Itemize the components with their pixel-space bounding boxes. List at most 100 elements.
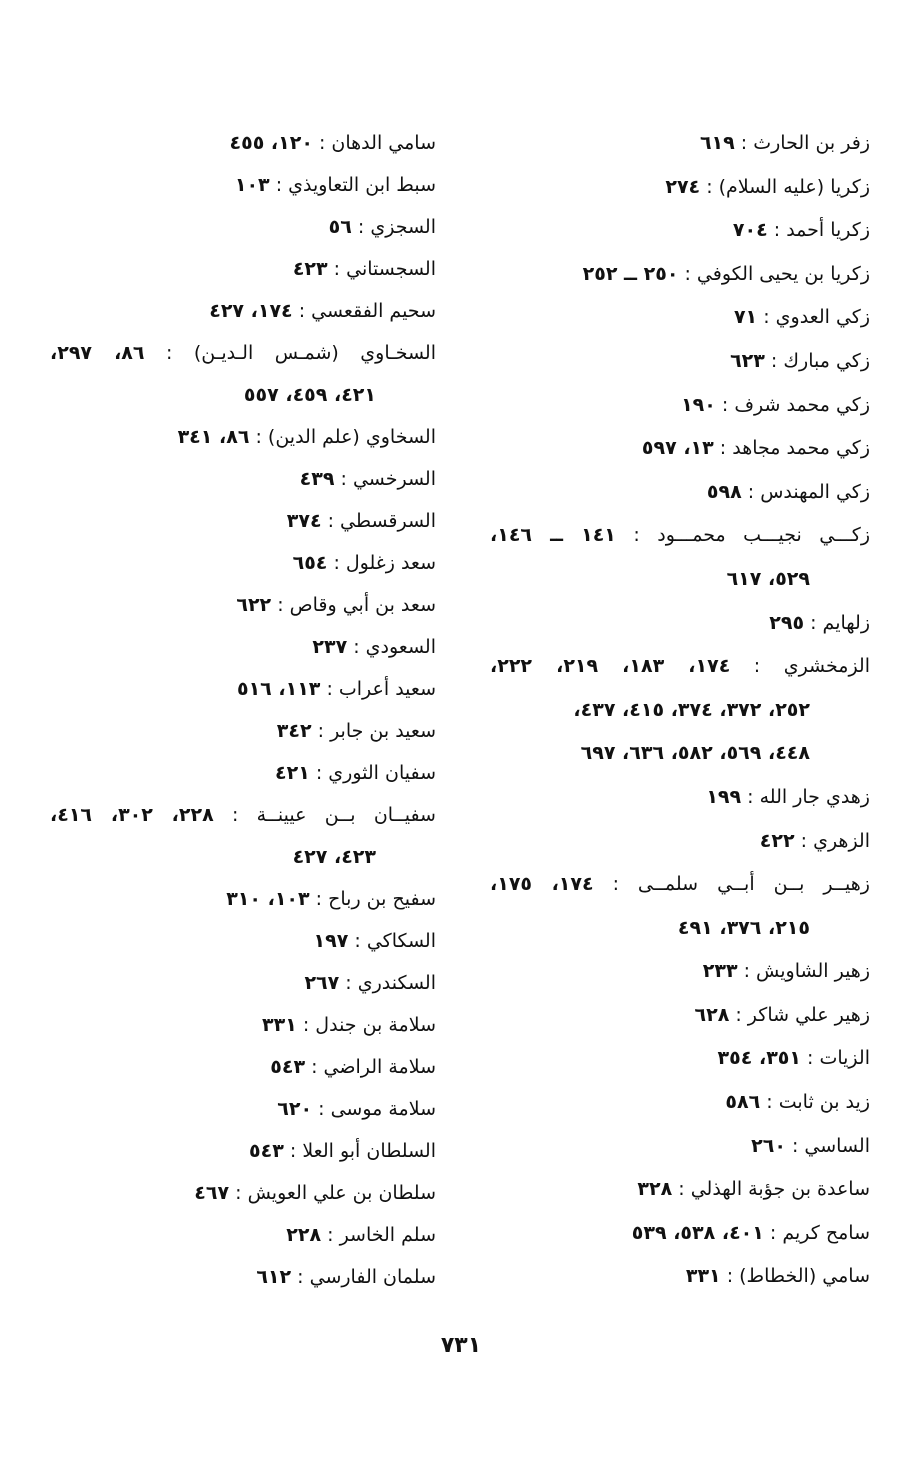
entry-name: زهير الشاويش : <box>743 960 870 983</box>
entry-name: زهيــر بــن أبــي سلمــى : <box>612 873 870 896</box>
index-entry: سلطان بن علي العويش : ٤٦٧ <box>50 1172 436 1214</box>
index-entry: سلامة بن جندل : ٣٣١ <box>50 1004 436 1046</box>
index-entry: الساسي : ٢٦٠ <box>490 1125 870 1169</box>
entry-name: الزيات : <box>807 1047 870 1070</box>
entry-pages: ٦٢٢ <box>236 594 272 616</box>
entry-pages: ٥٨٦ <box>725 1091 761 1114</box>
entry-pages: ٥٤٣ <box>270 1056 306 1078</box>
entry-name: زلهايم : <box>810 611 870 634</box>
entry-name: سفيح بن رباح : <box>315 888 436 910</box>
index-entry-continuation: ٤٤٨، ٥٦٩، ٥٨٢، ٦٣٦، ٦٩٧ <box>490 732 870 776</box>
entry-pages: ٢٦٧ <box>304 972 340 994</box>
index-entry-continuation: ٢٥٢، ٣٧٢، ٣٧٤، ٤١٥، ٤٣٧، <box>490 689 870 733</box>
entry-pages: ٥٢٩، ٦١٧ <box>726 567 810 590</box>
entry-name: زكريا أحمد : <box>773 219 870 242</box>
index-entry: زكي المهندس : ٥٩٨ <box>490 471 870 515</box>
entry-name: سامي الدهان : <box>318 132 436 154</box>
index-entry: سامي الدهان : ١٢٠، ٤٥٥ <box>50 122 437 164</box>
index-entry: زكريا (عليه السلام) : ٢٧٤ <box>490 166 870 210</box>
index-entry: زكي محمد شرف : ١٩٠ <box>490 384 870 428</box>
index-entry: ساعدة بن جؤبة الهذلي : ٣٢٨ <box>490 1168 870 1212</box>
index-entry: الزمخشري : ١٧٤، ١٨٣، ٢١٩، ٢٢٢، <box>490 645 870 689</box>
entry-name: زهدي جار الله : <box>747 785 870 808</box>
entry-pages: ٤٠١، ٥٣٨، ٥٣٩ <box>631 1221 764 1244</box>
entry-name: سفيان الثوري : <box>315 762 436 784</box>
entry-pages: ٦٥٤ <box>292 552 328 574</box>
entry-name: سامح كريم : <box>769 1221 870 1244</box>
entry-pages: ٤٦٧ <box>194 1182 230 1204</box>
index-entry: السخـاوي (شمـس الـديـن) : ٨٦، ٢٩٧، <box>50 332 436 374</box>
index-entry: زكـــي نجيـــب محمـــود : ١٤١ ــ ١٤٦، <box>490 514 870 558</box>
entry-name: سفيــان بــن عيينــة : <box>231 804 436 826</box>
entry-name: زكي مبارك : <box>770 349 870 372</box>
entry-name: زكي العدوي : <box>763 306 870 329</box>
entry-pages: ١١٣، ٥١٦ <box>236 678 321 700</box>
entry-name: السعودي : <box>353 636 436 658</box>
index-entry: زكي محمد مجاهد : ١٣، ٥٩٧ <box>490 427 870 471</box>
index-entry: زهير علي شاكر : ٦٢٨ <box>490 994 870 1038</box>
index-entry: زيد بن ثابت : ٥٨٦ <box>490 1081 870 1125</box>
entry-pages: ٢٦٠ <box>751 1134 786 1157</box>
entry-pages: ٦١٩ <box>699 132 735 154</box>
entry-pages: ٧٠٤ <box>732 219 768 242</box>
index-entry: زكي العدوي : ٧١ <box>490 296 870 340</box>
entry-pages: ١٠٣، ٣١٠ <box>226 888 310 910</box>
entry-name: السكندري : <box>345 972 436 994</box>
index-entry-continuation: ٢١٥، ٣٧٦، ٤٩١ <box>490 907 870 951</box>
entry-pages: ٣٥١، ٣٥٤ <box>717 1047 801 1070</box>
entry-name: زكي محمد مجاهد : <box>719 437 870 460</box>
entry-name: الساسي : <box>791 1134 870 1157</box>
entry-pages: ٢٧٤ <box>665 175 701 198</box>
entry-pages: ٥٦ <box>328 216 352 238</box>
index-entry: السعودي : ٢٣٧ <box>50 626 436 668</box>
index-entry: السكاكي : ١٩٧ <box>50 920 436 962</box>
entry-name: زيد بن ثابت : <box>766 1091 870 1114</box>
entry-name: سامي (الخطاط) : <box>726 1265 870 1288</box>
entry-name: سلطان بن علي العويش : <box>235 1182 436 1204</box>
entry-name: زكي محمد شرف : <box>721 393 870 416</box>
index-entry-continuation: ٥٢٩، ٦١٧ <box>490 558 870 602</box>
index-entry: سعيد بن جابر : ٣٤٢ <box>50 710 436 752</box>
index-entry: سحيم الفقعسي : ١٧٤، ٤٢٧ <box>50 290 436 332</box>
entry-pages: ٨٦، ٣٤١ <box>177 426 250 448</box>
entry-name: ساعدة بن جؤبة الهذلي : <box>678 1178 870 1201</box>
entry-name: سلامة بن جندل : <box>302 1014 436 1036</box>
entry-name: زكي المهندس : <box>747 480 870 503</box>
entry-pages: ٤٣٩ <box>299 468 335 490</box>
entry-pages: ٤٢١ <box>275 762 310 784</box>
entry-pages: ٣٢٨ <box>637 1178 673 1201</box>
entry-name: سحيم الفقعسي : <box>298 300 436 322</box>
entry-name: زفر بن الحارث : <box>740 132 870 154</box>
entry-pages: ٣٣١ <box>685 1265 721 1288</box>
entry-name: سعد زغلول : <box>333 552 436 574</box>
entry-pages: ١٧٤، ١٧٥، <box>490 873 594 896</box>
entry-name: السكاكي : <box>354 930 436 952</box>
entry-name: سعد بن أبي وقاص : <box>277 594 436 616</box>
entry-pages: ٢٩٥ <box>769 611 805 634</box>
entry-name: زكريا بن يحيى الكوفي : <box>684 262 870 285</box>
entry-pages: ٣٣١ <box>262 1014 297 1036</box>
entry-pages: ٤٢٣ <box>292 258 328 280</box>
index-entry: زهدي جار الله : ١٩٩ <box>490 776 870 820</box>
entry-name: سلامة موسى : <box>318 1098 436 1120</box>
entry-name: السرقسطي : <box>327 510 436 532</box>
entry-pages: ٢٣٧ <box>312 636 348 658</box>
index-entry: سلامة الراضي : ٥٤٣ <box>50 1046 436 1088</box>
entry-pages: ٥٤٣ <box>249 1140 284 1162</box>
index-entry: زلهايم : ٢٩٥ <box>490 602 870 646</box>
index-entry: السلطان أبو العلا : ٥٤٣ <box>50 1130 436 1172</box>
index-entry: الزيات : ٣٥١، ٣٥٤ <box>490 1037 870 1081</box>
index-entry: سعد بن أبي وقاص : ٦٢٢ <box>50 584 436 626</box>
entry-pages: ١٧٤، ١٨٣، ٢١٩، ٢٢٢، <box>490 655 731 678</box>
entry-name: السخـاوي (شمـس الـديـن) : <box>166 342 436 364</box>
entry-name: سعيد بن جابر : <box>317 720 436 742</box>
index-entry: السكندري : ٢٦٧ <box>50 962 436 1004</box>
index-entry: السجستاني : ٤٢٣ <box>50 248 436 290</box>
index-column-right: زفر بن الحارث : ٦١٩ زكريا (عليه السلام) :… <box>490 122 870 1299</box>
entry-name: سلم الخاسر : <box>327 1224 436 1246</box>
entry-pages: ٦٢٣ <box>730 349 765 372</box>
index-column-left: سامي الدهان : ١٢٠، ٤٥٥ سبط ابن التعاويذي … <box>50 122 436 1298</box>
entry-name: السجزي : <box>357 216 436 238</box>
index-entry: الزهري : ٤٢٢ <box>490 820 870 864</box>
index-entry: سفيان الثوري : ٤٢١ <box>50 752 436 794</box>
